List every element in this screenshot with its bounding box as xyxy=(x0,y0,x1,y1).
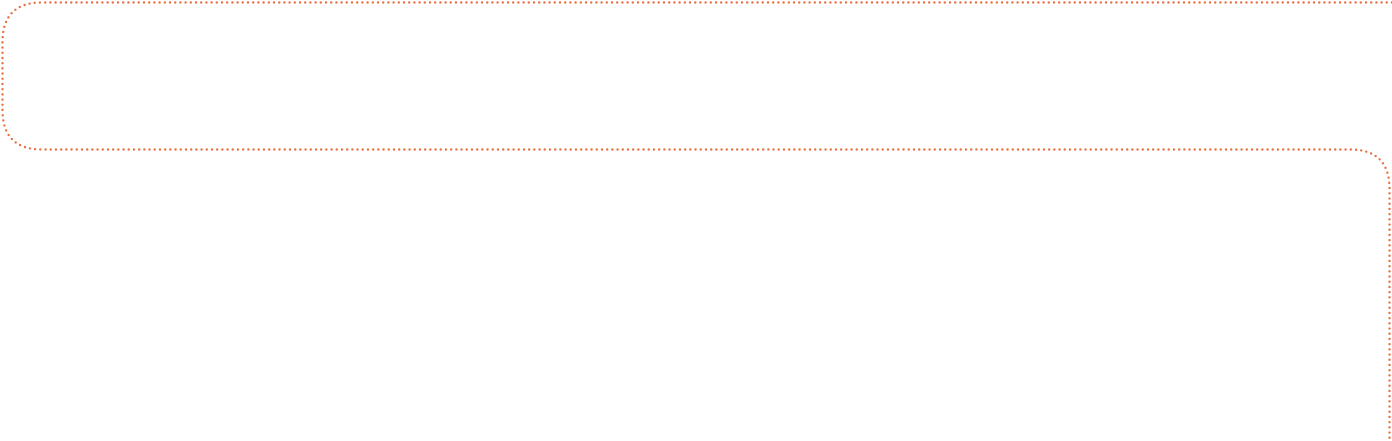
orange-dotted-connector-path xyxy=(1,1,1392,441)
dotted-connector-diagram xyxy=(1,1,1392,441)
